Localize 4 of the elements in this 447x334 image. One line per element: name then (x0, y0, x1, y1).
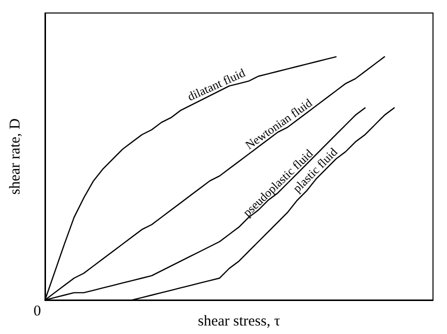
x-axis-title: shear stress, τ (198, 314, 280, 330)
text: 0 (34, 304, 41, 320)
text: dilatant fluid (185, 66, 248, 104)
y-axis-title: shear rate, D (8, 118, 24, 195)
